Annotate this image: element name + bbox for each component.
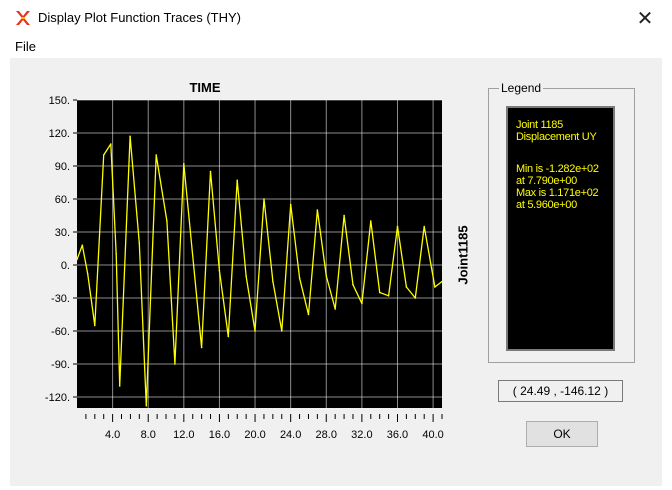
menu-bar: File bbox=[0, 36, 672, 58]
ok-button[interactable]: OK bbox=[526, 421, 598, 447]
coordinate-readout: ( 24.49 , -146.12 ) bbox=[498, 380, 623, 402]
data-point bbox=[81, 244, 84, 246]
data-point bbox=[76, 258, 78, 261]
data-point bbox=[183, 163, 185, 165]
y-tick-label: 0. bbox=[61, 260, 70, 272]
legend-min-text: Min is -1.282e+02 bbox=[516, 163, 599, 175]
data-point bbox=[298, 277, 301, 280]
y-tick-label: 120. bbox=[49, 128, 70, 140]
data-point bbox=[86, 273, 89, 275]
data-point bbox=[129, 135, 131, 138]
data-point bbox=[155, 154, 158, 156]
x-tick-label: 40.0 bbox=[422, 429, 443, 441]
x-tick-label: 4.0 bbox=[105, 429, 120, 441]
data-point bbox=[263, 198, 265, 200]
y-tick-label: 90. bbox=[55, 161, 70, 173]
legend-max-time-text: at 5.960e+00 bbox=[516, 199, 577, 211]
legend-group-label: Legend bbox=[499, 80, 544, 96]
data-point bbox=[289, 203, 292, 206]
x-tick-label: 8.0 bbox=[141, 429, 156, 441]
data-point bbox=[352, 284, 354, 286]
data-point bbox=[174, 363, 176, 365]
data-point bbox=[200, 346, 203, 349]
y-tick-label: 150. bbox=[49, 95, 70, 107]
data-point bbox=[254, 330, 256, 332]
y-tick-label: -60. bbox=[51, 326, 70, 338]
menu-file[interactable]: File bbox=[15, 39, 36, 54]
data-point bbox=[343, 214, 345, 217]
legend-box: Joint 1185 Displacement UY Min is -1.282… bbox=[506, 106, 615, 351]
x-tick-label: 36.0 bbox=[387, 429, 408, 441]
data-point bbox=[325, 275, 328, 277]
x-tick-label: 24.0 bbox=[280, 429, 301, 441]
legend-quantity-text: Displacement UY bbox=[516, 131, 597, 143]
y-tick-label: -30. bbox=[51, 293, 70, 305]
y-tick-label: 30. bbox=[55, 227, 70, 239]
series-line bbox=[76, 135, 443, 407]
x-tick-label: 28.0 bbox=[316, 429, 337, 441]
data-point bbox=[280, 330, 283, 332]
sap2000-icon bbox=[14, 9, 32, 27]
data-point bbox=[227, 335, 230, 338]
data-point bbox=[441, 280, 443, 283]
data-point bbox=[138, 242, 141, 244]
data-point bbox=[118, 385, 121, 387]
y-tick-label: -90. bbox=[51, 359, 70, 371]
data-point bbox=[316, 209, 319, 211]
data-point bbox=[378, 291, 381, 294]
data-point bbox=[272, 280, 274, 283]
data-point bbox=[387, 295, 390, 297]
data-point bbox=[414, 297, 417, 299]
window-title: Display Plot Function Traces (THY) bbox=[38, 10, 242, 25]
chart-title: TIME bbox=[189, 80, 221, 95]
data-point bbox=[218, 269, 221, 272]
data-point bbox=[166, 220, 168, 222]
data-point bbox=[115, 253, 117, 255]
data-point bbox=[396, 225, 399, 228]
data-point bbox=[245, 275, 247, 277]
y-tick-label: -120. bbox=[45, 392, 70, 404]
data-point bbox=[192, 264, 195, 266]
data-point bbox=[94, 324, 96, 327]
data-point bbox=[423, 225, 425, 228]
data-point bbox=[307, 313, 310, 316]
x-tick-label: 32.0 bbox=[351, 429, 372, 441]
legend-min-time-text: at 7.790e+00 bbox=[516, 175, 577, 187]
data-point bbox=[405, 286, 408, 288]
data-point bbox=[369, 220, 372, 222]
data-point bbox=[209, 170, 212, 173]
y-tick-label: 60. bbox=[55, 194, 70, 206]
data-point bbox=[102, 154, 105, 156]
data-point bbox=[110, 143, 112, 145]
y-axis-title: Joint1185 bbox=[455, 225, 471, 285]
plot-area bbox=[77, 100, 442, 408]
data-point bbox=[434, 286, 436, 288]
data-point bbox=[334, 308, 336, 310]
data-point bbox=[145, 405, 148, 407]
data-point bbox=[361, 302, 363, 305]
legend-group: Legend Joint 1185 Displacement UY Min is… bbox=[488, 80, 635, 363]
close-button[interactable]: ✕ bbox=[636, 6, 654, 30]
data-point bbox=[236, 179, 239, 182]
x-tick-label: 16.0 bbox=[209, 429, 230, 441]
x-tick-label: 20.0 bbox=[244, 429, 265, 441]
legend-joint-text: Joint 1185 bbox=[516, 119, 563, 131]
x-tick-label: 12.0 bbox=[173, 429, 194, 441]
legend-max-text: Max is 1.171e+02 bbox=[516, 187, 599, 199]
title-bar: Display Plot Function Traces (THY) ✕ bbox=[0, 0, 672, 36]
